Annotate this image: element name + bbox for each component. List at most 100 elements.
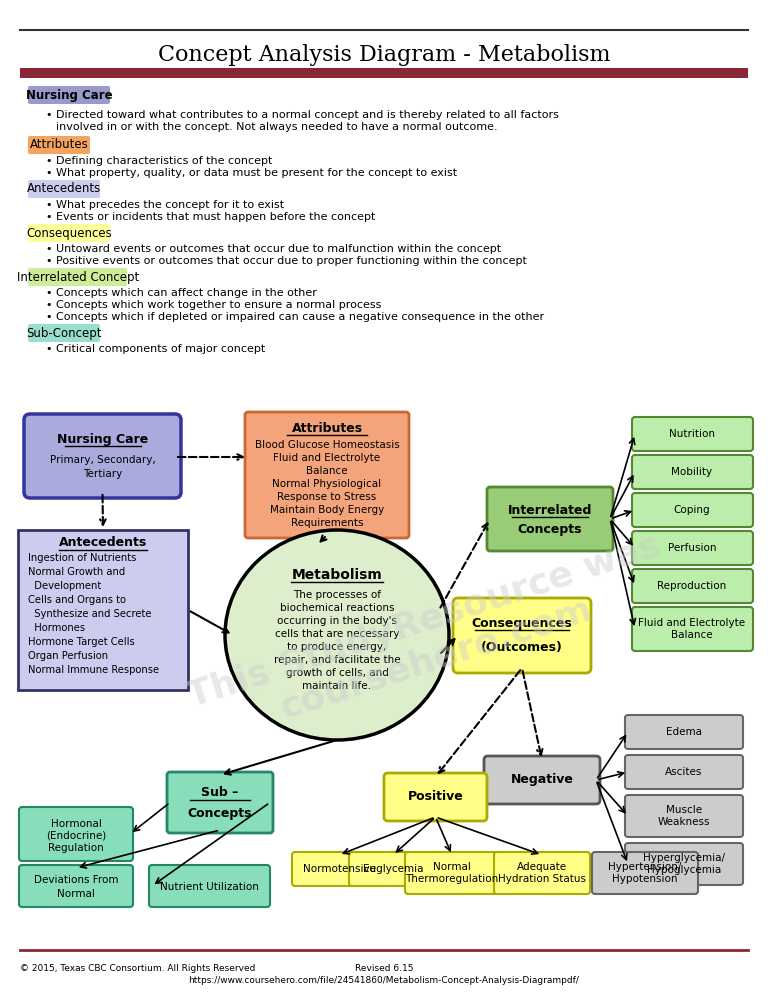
Text: Sub-Concept: Sub-Concept — [26, 326, 101, 340]
Text: • Untoward events or outcomes that occur due to malfunction within the concept: • Untoward events or outcomes that occur… — [46, 244, 502, 254]
Text: Revised 6.15: Revised 6.15 — [355, 964, 413, 973]
FancyBboxPatch shape — [245, 412, 409, 538]
Text: Tertiary: Tertiary — [83, 469, 122, 479]
Text: Requirements: Requirements — [291, 518, 363, 528]
Text: Sub –: Sub – — [201, 786, 239, 799]
FancyBboxPatch shape — [494, 852, 590, 894]
Text: Attributes: Attributes — [30, 138, 88, 151]
Text: • What precedes the concept for it to exist: • What precedes the concept for it to ex… — [46, 200, 284, 210]
Text: Antecedents: Antecedents — [27, 183, 101, 196]
Text: Normal Growth and: Normal Growth and — [28, 567, 125, 577]
Text: maintain life.: maintain life. — [303, 681, 372, 691]
Text: Normal: Normal — [57, 889, 95, 899]
Text: Normal Physiological: Normal Physiological — [273, 479, 382, 489]
FancyBboxPatch shape — [19, 865, 133, 907]
Text: Consequences: Consequences — [472, 616, 572, 629]
Text: Adequate
Hydration Status: Adequate Hydration Status — [498, 862, 586, 884]
Text: Nutrition: Nutrition — [669, 429, 715, 439]
FancyBboxPatch shape — [592, 852, 698, 894]
FancyBboxPatch shape — [28, 180, 100, 198]
Text: Nursing Care: Nursing Care — [25, 88, 112, 101]
Text: • Concepts which work together to ensure a normal process: • Concepts which work together to ensure… — [46, 300, 382, 310]
Text: Fluid and Electrolyte
Balance: Fluid and Electrolyte Balance — [638, 618, 746, 640]
Text: • Directed toward what contributes to a normal concept and is thereby related to: • Directed toward what contributes to a … — [46, 110, 559, 120]
Text: Perfusion: Perfusion — [667, 543, 717, 553]
FancyBboxPatch shape — [625, 715, 743, 749]
Text: Coping: Coping — [674, 505, 710, 515]
Text: Development: Development — [28, 581, 101, 591]
Text: Normal Immune Response: Normal Immune Response — [28, 665, 159, 675]
FancyBboxPatch shape — [632, 531, 753, 565]
FancyBboxPatch shape — [28, 268, 127, 286]
Text: This StudyResource was
coursehero.com: This StudyResource was coursehero.com — [183, 529, 677, 751]
Text: • Concepts which if depleted or impaired can cause a negative consequence in the: • Concepts which if depleted or impaired… — [46, 312, 544, 322]
Text: Ascites: Ascites — [665, 767, 703, 777]
Text: Organ Perfusion: Organ Perfusion — [28, 651, 108, 661]
Text: (Outcomes): (Outcomes) — [481, 641, 563, 654]
Text: Balance: Balance — [306, 466, 348, 476]
Text: cells that are necessary: cells that are necessary — [275, 629, 399, 639]
FancyBboxPatch shape — [28, 136, 90, 154]
Text: Ingestion of Nutrients: Ingestion of Nutrients — [28, 553, 137, 563]
Text: Hormones: Hormones — [28, 623, 85, 633]
FancyBboxPatch shape — [487, 487, 613, 551]
Text: Normal
Thermoregulation: Normal Thermoregulation — [406, 862, 498, 884]
Text: • Critical components of major concept: • Critical components of major concept — [46, 344, 265, 354]
Ellipse shape — [225, 530, 449, 740]
Text: Antecedents: Antecedents — [59, 537, 147, 550]
Text: • Positive events or outcomes that occur due to proper functioning within the co: • Positive events or outcomes that occur… — [46, 256, 527, 266]
FancyBboxPatch shape — [625, 755, 743, 789]
FancyBboxPatch shape — [28, 324, 100, 342]
Text: • Events or incidents that must happen before the concept: • Events or incidents that must happen b… — [46, 212, 376, 222]
Text: © 2015, Texas CBC Consortium. All Rights Reserved: © 2015, Texas CBC Consortium. All Rights… — [20, 964, 256, 973]
FancyBboxPatch shape — [632, 493, 753, 527]
Text: Nutrient Utilization: Nutrient Utilization — [160, 882, 259, 892]
Text: Response to Stress: Response to Stress — [277, 492, 376, 502]
Text: Attributes: Attributes — [291, 422, 362, 435]
Text: repair, and facilitate the: repair, and facilitate the — [273, 655, 400, 665]
Text: Negative: Negative — [511, 773, 574, 786]
Text: Hyperglycemia/
Hypoglycemia: Hyperglycemia/ Hypoglycemia — [643, 853, 725, 875]
Text: Nursing Care: Nursing Care — [57, 433, 148, 446]
FancyBboxPatch shape — [149, 865, 270, 907]
FancyBboxPatch shape — [625, 795, 743, 837]
Text: Edema: Edema — [666, 727, 702, 737]
Text: Fluid and Electrolyte: Fluid and Electrolyte — [273, 453, 381, 463]
Text: Primary, Secondary,: Primary, Secondary, — [50, 455, 155, 465]
FancyBboxPatch shape — [405, 852, 499, 894]
Text: Positive: Positive — [408, 790, 463, 803]
Text: Deviations From: Deviations From — [34, 875, 118, 885]
Bar — [18, 530, 188, 690]
Text: involved in or with the concept. Not always needed to have a normal outcome.: involved in or with the concept. Not alw… — [56, 122, 498, 132]
Text: Consequences: Consequences — [26, 227, 112, 240]
Text: Concepts: Concepts — [518, 524, 582, 537]
Text: The processes of: The processes of — [293, 590, 381, 600]
FancyBboxPatch shape — [484, 756, 600, 804]
Text: Maintain Body Energy: Maintain Body Energy — [270, 505, 384, 515]
FancyBboxPatch shape — [292, 852, 386, 886]
Text: Cells and Organs to: Cells and Organs to — [28, 595, 126, 605]
Text: Muscle
Weakness: Muscle Weakness — [657, 805, 710, 827]
Text: Reproduction: Reproduction — [657, 581, 727, 591]
Text: occurring in the body's: occurring in the body's — [277, 616, 397, 626]
Text: • Concepts which can affect change in the other: • Concepts which can affect change in th… — [46, 288, 317, 298]
Text: Synthesize and Secrete: Synthesize and Secrete — [28, 609, 151, 619]
FancyBboxPatch shape — [625, 843, 743, 885]
Text: Interrelated: Interrelated — [508, 504, 592, 517]
FancyBboxPatch shape — [632, 455, 753, 489]
Text: Concept Analysis Diagram - Metabolism: Concept Analysis Diagram - Metabolism — [157, 44, 611, 66]
Text: Hormonal: Hormonal — [51, 819, 101, 829]
Text: Concepts: Concepts — [187, 806, 252, 819]
FancyBboxPatch shape — [28, 86, 110, 104]
FancyBboxPatch shape — [19, 807, 133, 861]
FancyBboxPatch shape — [384, 773, 487, 821]
FancyBboxPatch shape — [632, 569, 753, 603]
Text: to produce energy,: to produce energy, — [287, 642, 386, 652]
Text: • What property, quality, or data must be present for the concept to exist: • What property, quality, or data must b… — [46, 168, 457, 178]
Text: growth of cells, and: growth of cells, and — [286, 668, 389, 678]
Text: Metabolism: Metabolism — [292, 568, 382, 582]
Text: Hypertension/
Hypotension: Hypertension/ Hypotension — [608, 862, 682, 884]
Text: https://www.coursehero.com/file/24541860/Metabolism-Concept-Analysis-Diagrampdf/: https://www.coursehero.com/file/24541860… — [189, 976, 579, 985]
FancyBboxPatch shape — [632, 607, 753, 651]
FancyBboxPatch shape — [453, 598, 591, 673]
